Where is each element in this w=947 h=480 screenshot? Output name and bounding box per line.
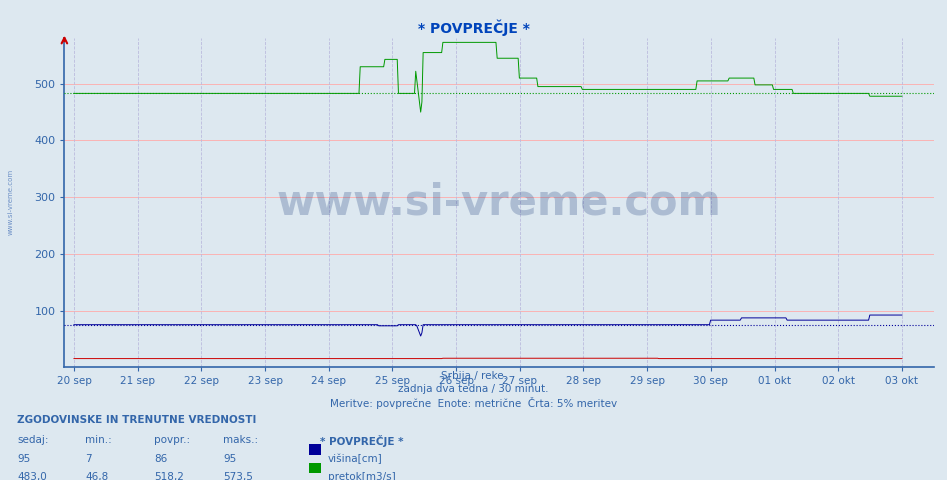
Text: 86: 86 <box>154 454 168 464</box>
Text: sedaj:: sedaj: <box>17 435 48 445</box>
Text: 95: 95 <box>223 454 237 464</box>
Text: min.:: min.: <box>85 435 112 445</box>
Text: 95: 95 <box>17 454 30 464</box>
Text: povpr.:: povpr.: <box>154 435 190 445</box>
Text: zadnja dva tedna / 30 minut.: zadnja dva tedna / 30 minut. <box>399 384 548 394</box>
Text: Srbija / reke.: Srbija / reke. <box>440 371 507 381</box>
Text: višina[cm]: višina[cm] <box>328 454 383 464</box>
Text: www.si-vreme.com: www.si-vreme.com <box>8 168 13 235</box>
Text: www.si-vreme.com: www.si-vreme.com <box>277 182 722 224</box>
Text: 7: 7 <box>85 454 92 464</box>
Text: maks.:: maks.: <box>223 435 259 445</box>
Text: * POVPREČJE *: * POVPREČJE * <box>418 19 529 36</box>
Text: 483,0: 483,0 <box>17 472 46 480</box>
Text: pretok[m3/s]: pretok[m3/s] <box>328 472 396 480</box>
Text: Meritve: povprečne  Enote: metrične  Črta: 5% meritev: Meritve: povprečne Enote: metrične Črta:… <box>330 397 617 409</box>
Text: 46,8: 46,8 <box>85 472 109 480</box>
Text: ZGODOVINSKE IN TRENUTNE VREDNOSTI: ZGODOVINSKE IN TRENUTNE VREDNOSTI <box>17 415 257 425</box>
Text: 573,5: 573,5 <box>223 472 254 480</box>
Text: 518,2: 518,2 <box>154 472 185 480</box>
Text: * POVPREČJE *: * POVPREČJE * <box>320 435 403 447</box>
